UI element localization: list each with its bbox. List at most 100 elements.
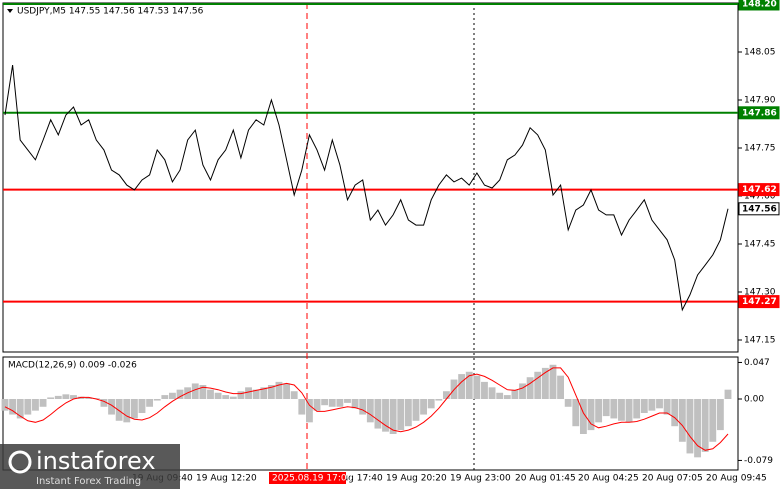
macd-bar <box>374 398 382 429</box>
macd-bar <box>557 375 564 399</box>
y-tick-label: 147.45 <box>744 239 776 249</box>
level-label: 147.86 <box>742 108 777 118</box>
macd-bar <box>321 398 329 406</box>
macd-bar <box>138 398 146 413</box>
logo-tagline: Instant Forex Trading <box>36 476 141 487</box>
macd-bar <box>389 398 397 434</box>
x-tick-label: 20 Aug 07:05 <box>642 474 703 484</box>
macd-bar <box>245 387 252 399</box>
y-tick-label: 148.05 <box>744 47 776 57</box>
macd-bar <box>420 398 428 415</box>
macd-bar <box>382 398 389 432</box>
macd-bar <box>656 398 663 409</box>
macd-bar <box>161 395 169 399</box>
macd-bar <box>564 398 572 407</box>
macd-bar <box>473 375 481 399</box>
macd-bar <box>412 398 420 421</box>
macd-bar <box>169 392 176 399</box>
macd-bar <box>625 398 633 423</box>
symbol-header: USDJPY,M5 147.55 147.56 147.53 147.56 <box>17 7 204 17</box>
macd-bar <box>701 398 709 452</box>
y-tick-label: 147.90 <box>744 95 776 105</box>
macd-bar <box>724 389 732 399</box>
macd-bar <box>511 389 519 399</box>
macd-bar <box>100 398 108 407</box>
current-price-label: 147.56 <box>742 204 777 214</box>
macd-bar <box>709 398 717 442</box>
macd-bar <box>404 398 412 427</box>
macd-bar <box>503 395 511 399</box>
macd-bar <box>694 398 701 458</box>
y-tick-label: -0.079 <box>744 456 773 466</box>
current-price-label-box <box>738 202 780 216</box>
macd-bar <box>47 397 55 399</box>
macd-bar <box>260 387 268 399</box>
macd-bar <box>191 383 199 399</box>
level-label: 148.20 <box>742 0 777 9</box>
macd-bar <box>610 398 618 419</box>
x-tick-label: 19 Aug 12:20 <box>196 474 257 484</box>
x-tick-label: 20 Aug 09:45 <box>706 474 767 484</box>
macd-pane <box>2 356 739 471</box>
macd-bar <box>344 398 351 403</box>
macd-bar <box>70 395 77 399</box>
macd-bar <box>587 398 595 431</box>
y-tick-label: 147.15 <box>744 335 776 345</box>
macd-bar <box>397 398 405 431</box>
x-tick-label: 20 Aug 01:45 <box>515 474 576 484</box>
macd-bar <box>237 391 245 399</box>
macd-bar <box>275 381 283 399</box>
y-tick-label: 147.75 <box>744 143 776 153</box>
macd-bar <box>359 398 367 415</box>
macd-bar <box>496 392 504 399</box>
macd-bar <box>123 398 131 423</box>
macd-bar <box>54 395 62 399</box>
macd-bar <box>24 398 32 415</box>
level-label-box <box>738 295 780 309</box>
macd-bar <box>229 396 237 399</box>
macd-bar <box>648 398 656 411</box>
macd-bar <box>458 374 466 399</box>
macd-bar <box>85 397 93 399</box>
y-tick-label: 0.047 <box>744 358 770 368</box>
macd-bar <box>283 383 291 399</box>
macd-bar <box>267 384 275 399</box>
y-tick-label: 0.00 <box>744 394 764 404</box>
macd-bar <box>153 398 161 401</box>
level-label-box <box>738 0 780 11</box>
macd-header: MACD(12,26,9) 0.009 -0.026 <box>8 361 137 371</box>
macd-bar <box>663 398 671 415</box>
level-label-box <box>738 183 780 197</box>
macd-bar <box>686 398 694 454</box>
macd-bar <box>595 398 603 423</box>
macd-bar <box>633 398 641 419</box>
x-tick-label: 19 Aug 20:20 <box>386 474 447 484</box>
x-tick-label: 19 Aug 23:00 <box>450 474 511 484</box>
macd-bar <box>176 389 184 399</box>
menu-arrow <box>7 9 13 13</box>
macd-bar <box>328 398 336 407</box>
crosshair-time-box <box>269 472 346 484</box>
macd-bar <box>9 398 17 415</box>
logo-icon <box>8 450 32 474</box>
macd-bar <box>16 398 24 419</box>
macd-bar <box>534 371 542 399</box>
macd-bar <box>252 389 260 399</box>
macd-bar <box>336 398 344 407</box>
macd-bar <box>716 398 724 431</box>
macd-bar <box>618 398 625 421</box>
signal-line <box>4 367 729 451</box>
macd-bar <box>222 395 230 399</box>
macd-bar <box>442 391 450 399</box>
macd-bar <box>488 387 496 399</box>
macd-bar <box>199 384 207 399</box>
macd-bar <box>640 398 648 413</box>
macd-bar <box>1 398 9 411</box>
macd-bar <box>602 398 610 417</box>
macd-bar <box>481 381 488 399</box>
macd-bar <box>290 391 298 399</box>
macd-bar <box>207 389 214 399</box>
macd-bar <box>678 398 686 442</box>
x-tick-label: 20 Aug 04:25 <box>578 474 639 484</box>
